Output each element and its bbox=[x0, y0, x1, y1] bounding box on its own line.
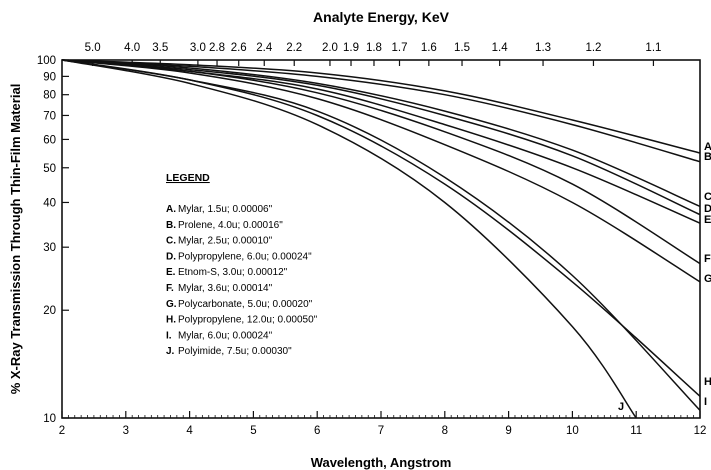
energy-tick-label: 4.0 bbox=[124, 42, 140, 54]
series-end-label-e: E bbox=[704, 214, 711, 226]
legend-key: B. bbox=[166, 220, 176, 231]
legend-key: C. bbox=[166, 236, 176, 247]
y-tick-label: 60 bbox=[43, 134, 56, 146]
series-end-label-b: B bbox=[704, 151, 711, 163]
series-line-d bbox=[61, 59, 701, 216]
series-end-label-g: G bbox=[704, 273, 711, 285]
energy-tick-label: 1.6 bbox=[421, 42, 437, 54]
y-tick-label: 50 bbox=[43, 163, 56, 175]
series-line-c bbox=[61, 59, 701, 208]
energy-tick-label: 1.7 bbox=[392, 42, 408, 54]
energy-tick-label: 1.2 bbox=[585, 42, 601, 54]
y-tick-label: 10 bbox=[43, 413, 56, 425]
legend-text: Polycarbonate, 5.0u; 0.00020" bbox=[178, 299, 313, 310]
energy-tick-label: 2.4 bbox=[256, 42, 273, 54]
legend-key: D. bbox=[166, 251, 176, 262]
x-tick-label: 2 bbox=[59, 425, 65, 437]
energy-tick-label: 1.4 bbox=[492, 42, 509, 54]
series-line-f bbox=[61, 59, 701, 265]
energy-tick-label: 1.5 bbox=[454, 42, 470, 54]
series-end-label-j: J bbox=[618, 401, 624, 413]
legend-text: Polyimide, 7.5u; 0.00030" bbox=[178, 346, 292, 357]
x-tick-label: 11 bbox=[630, 425, 642, 437]
x-tick-label: 3 bbox=[123, 425, 129, 437]
series-end-label-i: I bbox=[704, 396, 707, 408]
legend-key: I. bbox=[166, 330, 172, 341]
energy-tick-label: 2.0 bbox=[322, 42, 338, 54]
y-tick-label: 100 bbox=[37, 55, 56, 67]
series-line-j bbox=[61, 59, 637, 419]
energy-tick-label: 1.1 bbox=[645, 42, 661, 54]
y-tick-label: 40 bbox=[43, 197, 56, 209]
plot-frame bbox=[61, 59, 701, 419]
legend: LEGEND A. Mylar, 1.5u; 0.00006"B. Prolene, … bbox=[166, 172, 318, 357]
legend-text: Polypropylene, 6.0u; 0.00024" bbox=[178, 251, 312, 262]
series-end-label-f: F bbox=[704, 253, 711, 265]
series-line-g bbox=[61, 59, 701, 283]
x-tick-label: 6 bbox=[314, 425, 320, 437]
series-end-label-a: A bbox=[704, 141, 711, 153]
legend-key: A. bbox=[166, 204, 176, 215]
legend-text: Polypropylene, 12.0u; 0.00050" bbox=[178, 315, 318, 326]
y-tick-label: 70 bbox=[43, 110, 56, 122]
legend-key: F. bbox=[166, 283, 174, 294]
series-line-i bbox=[61, 59, 701, 411]
series-line-a bbox=[61, 59, 701, 154]
series-end-label-h: H bbox=[704, 376, 711, 388]
y-tick-label: 30 bbox=[43, 242, 56, 254]
x-tick-label: 7 bbox=[378, 425, 384, 437]
y-tick-label: 20 bbox=[43, 305, 56, 317]
energy-tick-label: 1.8 bbox=[366, 42, 382, 54]
legend-text: Mylar, 1.5u; 0.00006" bbox=[178, 204, 273, 215]
x-axis-title: Wavelength, Angstrom bbox=[311, 455, 452, 470]
top-axis-title: Analyte Energy, KeV bbox=[313, 9, 450, 25]
series-line-b bbox=[61, 59, 701, 163]
energy-tick-label: 2.8 bbox=[209, 42, 225, 54]
energy-tick-label: 1.3 bbox=[535, 42, 551, 54]
y-tick-label: 90 bbox=[43, 71, 56, 83]
x-tick-label: 4 bbox=[186, 425, 193, 437]
energy-tick-label: 2.6 bbox=[231, 42, 247, 54]
x-tick-label: 12 bbox=[694, 425, 707, 437]
energy-tick-label: 2.2 bbox=[286, 42, 302, 54]
y-axis-title: % X-Ray Transmission Through Thin-Film M… bbox=[8, 84, 23, 395]
legend-key: J. bbox=[166, 346, 175, 357]
legend-key: H. bbox=[166, 315, 176, 326]
energy-tick-label: 3.0 bbox=[190, 42, 206, 54]
energy-tick-label: 1.9 bbox=[343, 42, 359, 54]
y-tick-label: 80 bbox=[43, 90, 56, 102]
series-end-label-d: D bbox=[704, 203, 711, 215]
series-end-label-c: C bbox=[704, 191, 711, 203]
legend-key: G. bbox=[166, 299, 177, 310]
legend-text: Mylar, 6.0u; 0.00024" bbox=[178, 330, 273, 341]
x-tick-label: 5 bbox=[250, 425, 256, 437]
x-tick-label: 9 bbox=[505, 425, 511, 437]
legend-text: Mylar, 2.5u; 0.00010" bbox=[178, 236, 273, 247]
legend-title: LEGEND bbox=[166, 172, 210, 184]
legend-text: Prolene, 4.0u; 0.00016" bbox=[178, 220, 283, 231]
legend-text: Mylar, 3.6u; 0.00014" bbox=[178, 283, 273, 294]
energy-tick-label: 5.0 bbox=[85, 42, 101, 54]
legend-text: Etnom-S, 3.0u; 0.00012" bbox=[178, 267, 288, 278]
x-tick-label: 10 bbox=[566, 425, 579, 437]
x-tick-label: 8 bbox=[442, 425, 448, 437]
legend-key: E. bbox=[166, 267, 176, 278]
energy-tick-label: 3.5 bbox=[152, 42, 168, 54]
